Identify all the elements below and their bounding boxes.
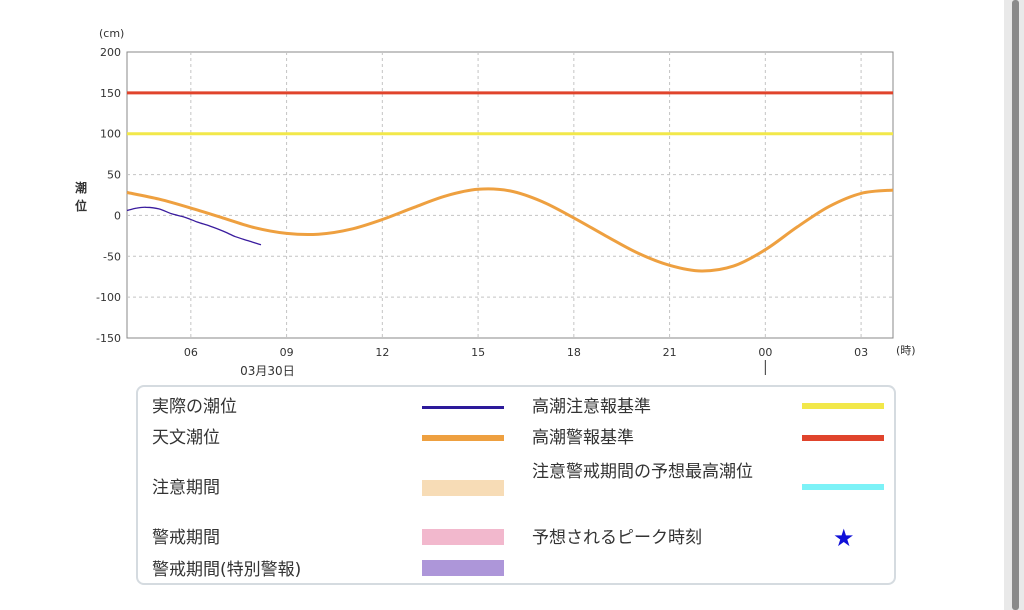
x-tick-label: 15 [471,346,485,359]
legend-label-forecast-max-tide: 注意警戒期間の予想最高潮位 [532,462,753,482]
legend-swatch-warning-period [422,529,504,545]
y-tick-label: -100 [96,291,121,304]
legend-swatch-caution-period [422,480,504,496]
x-tick-label: 00 [758,346,772,359]
chart-legend: 実際の潮位 天文潮位 注意期間 警戒期間 警戒期間(特別警報) 高潮注意報基準 … [136,385,896,585]
x-tick-label: 18 [567,346,581,359]
date-label: 03月30日 [240,364,295,378]
legend-swatch-forecast-max-tide [802,484,884,490]
legend-label-storm-surge-warning-level: 高潮警報基準 [532,428,634,448]
legend-swatch-special-warning-period [422,560,504,576]
y-tick-label: 0 [114,209,121,222]
y-axis-title: 位 [75,198,87,213]
legend-label-astronomical-tide: 天文潮位 [152,428,220,448]
legend-swatch-astronomical-tide [422,435,504,441]
y-axis-title: 潮 [75,180,87,195]
y-tick-label: 200 [100,46,121,59]
legend-label-special-warning-period: 警戒期間(特別警報) [152,560,302,580]
y-tick-label: -50 [103,250,121,263]
legend-label-storm-surge-advisory-level: 高潮注意報基準 [532,397,651,417]
legend-label-expected-peak-time: 予想されるピーク時刻 [532,528,702,548]
x-tick-label: 03 [854,346,868,359]
series-line-actual-tide [126,206,262,246]
legend-label-actual-tide: 実際の潮位 [152,397,237,417]
legend-swatch-storm-surge-warning-level [802,435,884,441]
y-unit-label: (cm) [99,27,124,40]
plot-area [126,51,894,339]
star-icon: ★ [833,524,855,552]
legend-label-caution-period: 注意期間 [152,478,220,498]
series-line-astronomical-tide [126,187,894,273]
tide-chart: 200 150 100 50 0 -50 -100 -150 06 09 12 15 18 21 00 03 (… [75,27,916,378]
vertical-scrollbar[interactable] [1004,0,1024,610]
x-unit-label: (時) [896,344,916,357]
legend-label-warning-period: 警戒期間 [152,528,220,548]
x-tick-label: 21 [663,346,677,359]
y-tick-label: 150 [100,87,121,100]
x-tick-label: 09 [280,346,294,359]
scrollbar-thumb[interactable] [1012,0,1019,610]
x-tick-label: 12 [375,346,389,359]
y-tick-label: -150 [96,332,121,345]
y-tick-label: 50 [107,169,121,182]
legend-swatch-storm-surge-advisory-level [802,403,884,409]
x-tick-label: 06 [184,346,198,359]
legend-swatch-actual-tide [422,406,504,409]
y-tick-label: 100 [100,128,121,141]
